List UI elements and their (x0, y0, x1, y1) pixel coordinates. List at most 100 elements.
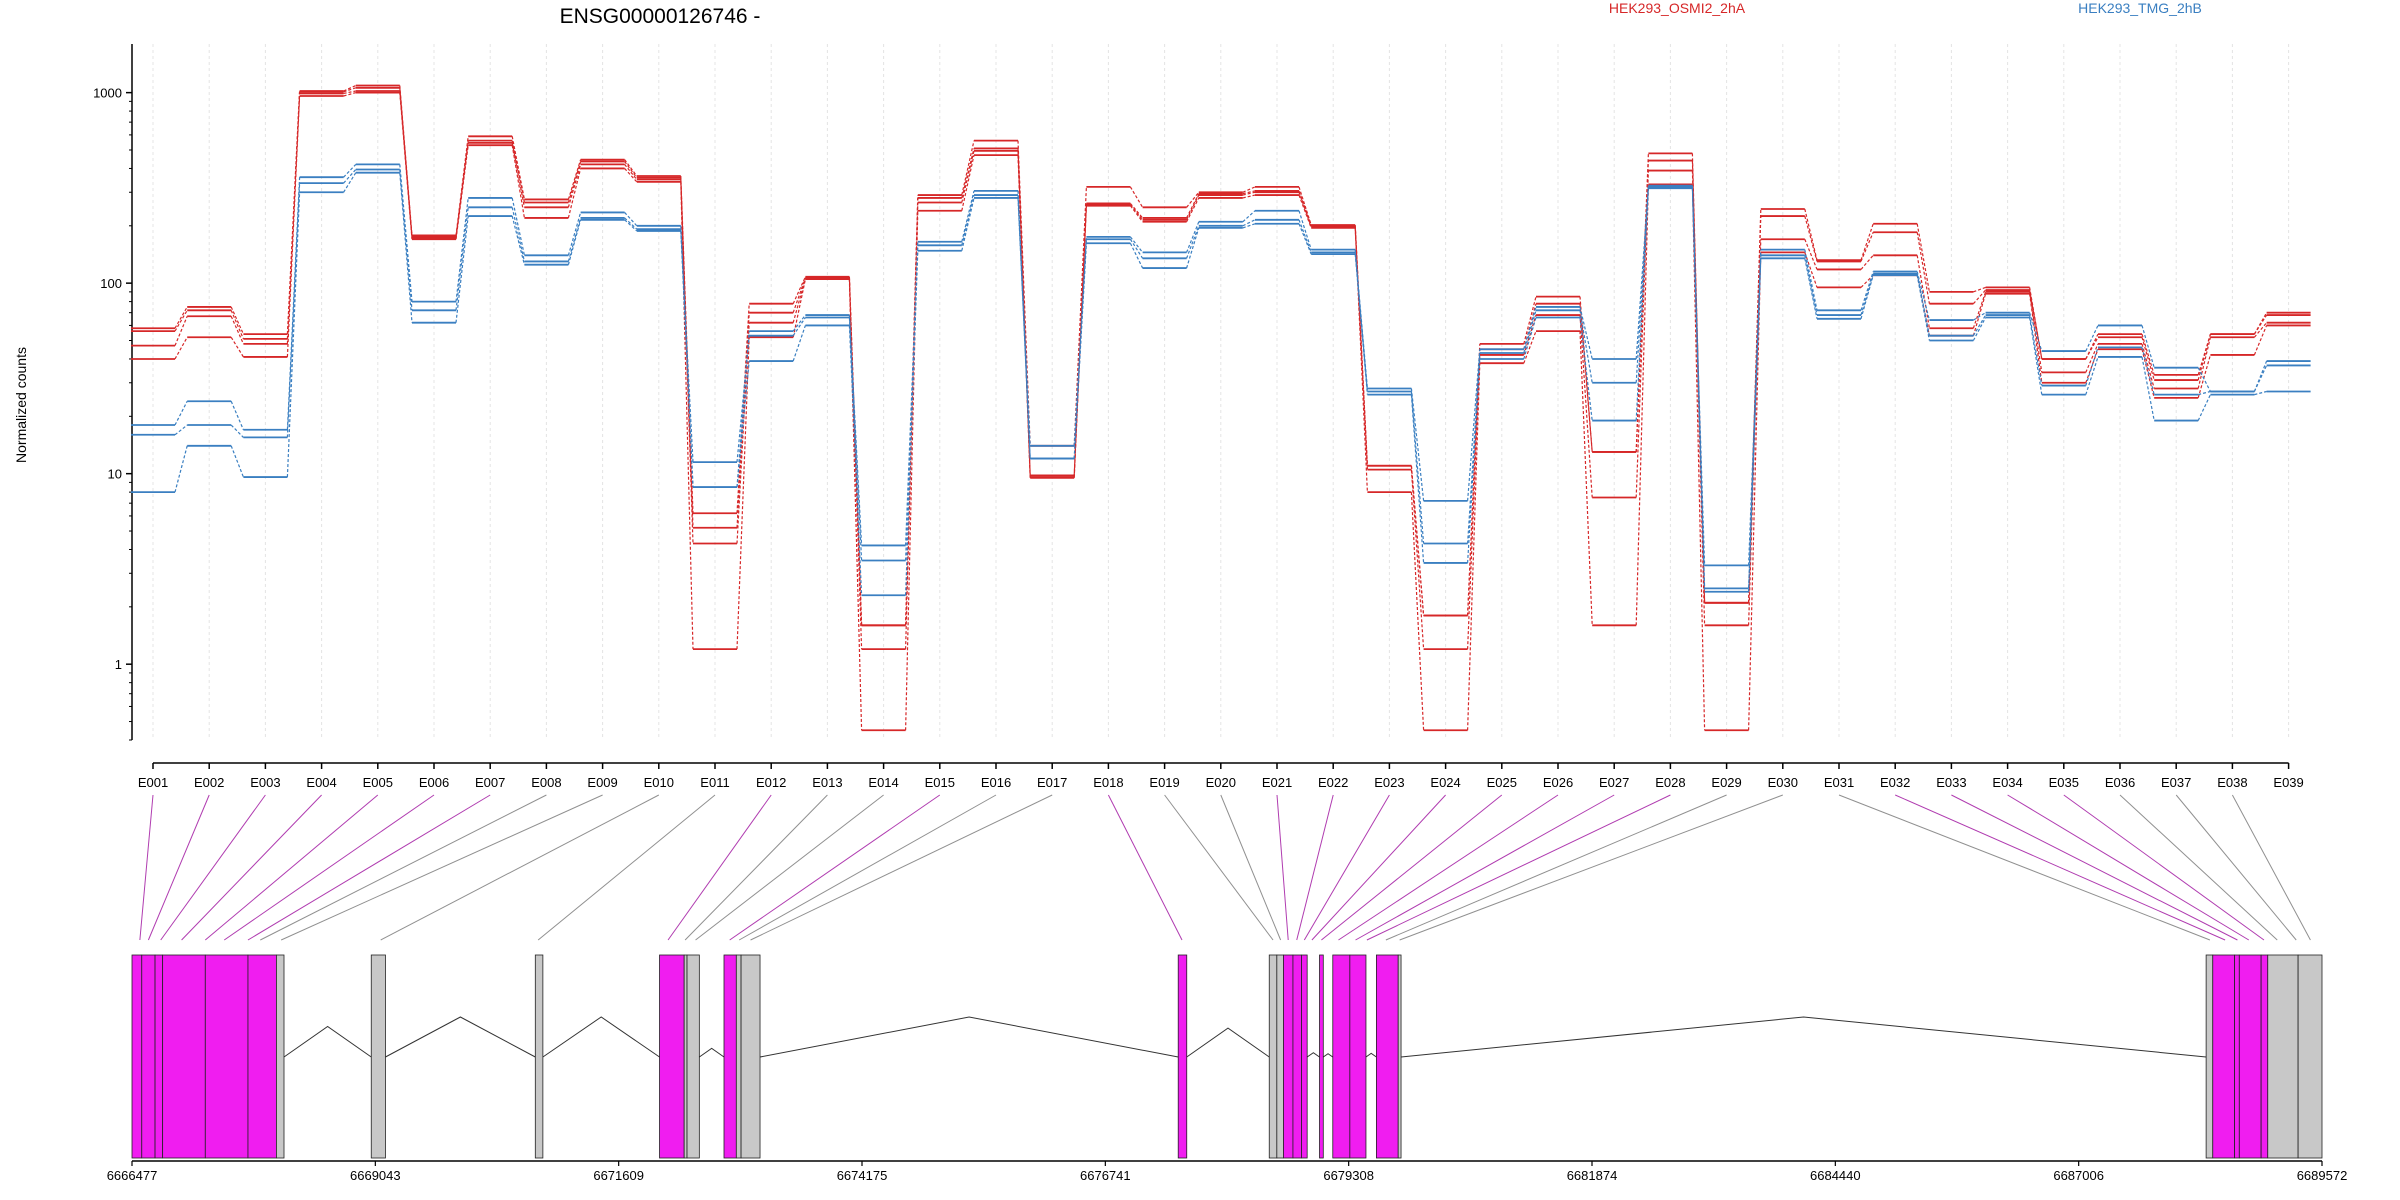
exon-block (1349, 954, 1367, 1159)
series-7-connector (399, 164, 413, 302)
series-1-connector (2253, 325, 2268, 356)
series-7-connector (1691, 185, 1706, 566)
series-6-connector (2198, 390, 2211, 396)
exon-block (276, 954, 285, 1159)
y-tick-label-100: 100 (100, 276, 122, 291)
series-4-connector (343, 84, 357, 92)
intron-line (283, 1025, 372, 1058)
series-3-connector (1298, 190, 1312, 226)
intron-line (1186, 1027, 1270, 1058)
connector-E022 (1296, 794, 1334, 941)
y-tick-label-1000: 1000 (93, 86, 122, 101)
exon-block (740, 954, 761, 1159)
x-tick-label-E009: E009 (587, 775, 617, 790)
series-6-connector (1467, 352, 1481, 544)
series-4-connector (2141, 333, 2155, 376)
x-tick-label-E028: E028 (1655, 775, 1685, 790)
x-tick-label-E024: E024 (1430, 775, 1460, 790)
series-4-connector (1410, 465, 1425, 616)
series-6-connector (2029, 314, 2043, 386)
connector-E035 (2063, 794, 2265, 941)
series-7-connector (567, 212, 582, 256)
series-6-connector (230, 424, 244, 438)
series-4-connector (174, 306, 188, 329)
series-7-connector (2141, 325, 2155, 368)
exon-block (247, 954, 277, 1159)
series-3-connector (848, 277, 863, 626)
x-tick-label-E013: E013 (812, 775, 842, 790)
series-2-connector (1804, 239, 1818, 270)
series-7-connector (736, 331, 750, 488)
series-6-connector (1579, 310, 1593, 383)
connector-E020 (1220, 794, 1282, 941)
connector-E017 (750, 794, 1053, 941)
series-5-connector (230, 445, 244, 478)
series-3-connector (961, 148, 975, 199)
series-7-connector (1242, 210, 1256, 223)
x-tick-label-E034: E034 (1992, 775, 2022, 790)
series-5-connector (961, 197, 975, 251)
series-7-connector (1186, 221, 1200, 253)
x-tick-label-E038: E038 (2217, 775, 2247, 790)
connector-E030 (1399, 794, 1783, 941)
gene-model (131, 954, 2323, 1159)
connector-E004 (181, 794, 322, 941)
gridlines (152, 44, 2290, 740)
series-4-connector (1916, 223, 1930, 292)
connector-E028 (1366, 794, 1671, 941)
series-6-connector (1972, 314, 1987, 336)
series-4-connector (2197, 333, 2211, 376)
series-5-connector (2141, 356, 2155, 421)
exon-block (659, 954, 685, 1159)
genome-tick-label-6669043: 6669043 (350, 1168, 401, 1183)
connector-E006 (223, 794, 435, 941)
genome-tick-label-6679308: 6679308 (1323, 1168, 1374, 1183)
series-4-connector (399, 85, 413, 236)
series-7-connector (1129, 236, 1144, 253)
genome-tick-label-6684440: 6684440 (1810, 1168, 1861, 1183)
series-6-connector (1523, 310, 1537, 354)
connector-E025 (1321, 794, 1503, 941)
series-5-connector (511, 215, 525, 265)
series-2-connector (2085, 343, 2099, 373)
series-5 (131, 171, 2311, 597)
series-6-connector (174, 424, 188, 436)
series-3-connector (174, 310, 188, 332)
series-2-connector (567, 164, 582, 208)
series-1-connector (1298, 194, 1312, 229)
series-4-connector (848, 276, 863, 626)
y-tick-label-1: 1 (115, 657, 122, 672)
series-6-connector (1916, 273, 1930, 336)
series-1-connector (1579, 331, 1593, 626)
series-3-connector (567, 161, 582, 203)
series-4-connector (1523, 296, 1537, 345)
y-axis-label: Normalized counts (13, 347, 29, 463)
series-1-connector (1748, 252, 1762, 731)
series-6-connector (343, 169, 357, 184)
exon-block (2238, 954, 2262, 1159)
series-5-connector (848, 325, 863, 596)
x-tick-label-E017: E017 (1037, 775, 1067, 790)
connector-E012 (667, 794, 772, 941)
series-3-connector (792, 277, 806, 313)
connector-E010 (380, 794, 660, 941)
exon-block (2205, 954, 2214, 1159)
series-7-connector (2029, 312, 2043, 352)
exon-block (1283, 954, 1294, 1159)
series-1-connector (1804, 252, 1818, 288)
series-3-connector (1972, 289, 1987, 305)
series-5-connector (1804, 258, 1818, 319)
series-6-connector (1635, 186, 1649, 383)
x-tick-label-E033: E033 (1936, 775, 1966, 790)
series-6-connector (1860, 273, 1874, 316)
series-1-connector (1186, 197, 1200, 223)
series-3-connector (2029, 289, 2043, 360)
series-2-connector (2253, 322, 2268, 338)
x-tick-label-E027: E027 (1599, 775, 1629, 790)
series-2-connector (905, 202, 919, 650)
series-6-connector (680, 229, 694, 463)
series-2-connector (1186, 194, 1200, 221)
x-tick-label-E010: E010 (644, 775, 674, 790)
series-7-connector (680, 225, 694, 488)
series-4-connector (2029, 287, 2043, 360)
